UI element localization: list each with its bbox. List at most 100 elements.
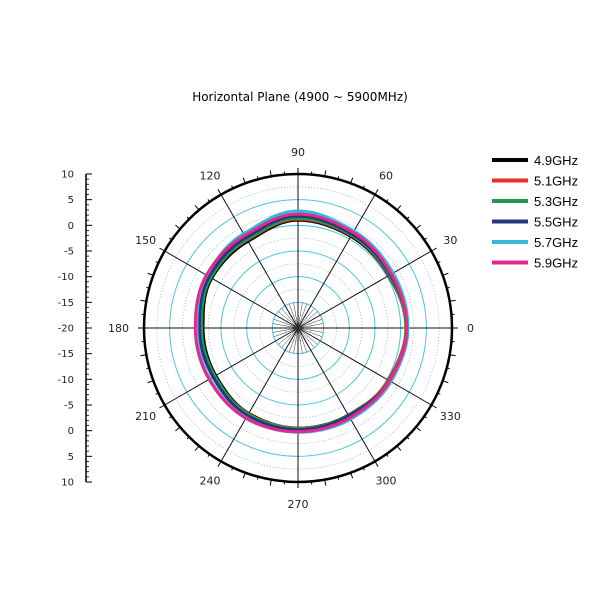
series-line-5.5GHz [197, 214, 409, 432]
outer-ring-tick [324, 170, 327, 177]
outer-ring-tick [146, 367, 150, 370]
outer-ring-tick [446, 286, 450, 289]
outer-ring-tick [362, 467, 365, 471]
radial-tick-label: -20 [58, 324, 74, 335]
grid-spoke-minor [297, 303, 308, 329]
grid-spoke-minor [297, 327, 323, 338]
outer-ring-tick [147, 272, 154, 276]
angular-axis: 0 30 60 90 120 150 180 210 240 270 300 330 [108, 146, 474, 511]
angle-label: 300 [376, 474, 397, 487]
radial-axis: 10 5 0 -5 -10 -15 -20 -15 -10 -5 0 5 10 [58, 170, 92, 489]
outer-ring-tick [217, 189, 222, 195]
outer-ring-tick [337, 176, 340, 180]
series-line-5.7GHz [195, 209, 410, 434]
outer-ring-tick [423, 415, 427, 419]
grid-spoke-minor [297, 323, 324, 329]
grid-spoke-minor [297, 311, 318, 329]
grid-spoke-minor [297, 302, 303, 329]
outer-ring-tick [423, 237, 427, 241]
outer-ring-tick [147, 380, 154, 384]
grid-spoke [297, 327, 432, 406]
outer-ring-tick [442, 380, 449, 384]
angle-label: 90 [291, 146, 305, 159]
legend: 4.9GHz 5.1GHz 5.3GHz 5.5GHz 5.7GHz 5.9GHz [492, 153, 578, 271]
outer-ring [138, 168, 458, 488]
outer-ring-tick [362, 185, 365, 189]
radial-tick-label: 5 [68, 452, 74, 463]
outer-ring-tick [140, 299, 147, 302]
grid-spoke [164, 250, 299, 329]
outer-ring-tick [396, 205, 402, 211]
outer-ring-tick [207, 199, 211, 203]
outer-ring-tick [146, 286, 150, 289]
radial-tick-label: -15 [58, 349, 74, 360]
outer-ring-tick [385, 453, 389, 457]
grid-spoke-minor [297, 308, 315, 329]
legend-label: 4.9GHz [534, 153, 578, 168]
outer-ring-tick [159, 247, 165, 252]
outer-ring-tick [449, 299, 456, 302]
angle-label: 0 [467, 322, 474, 335]
angle-label: 150 [135, 234, 156, 247]
outer-ring-tick [431, 404, 437, 409]
radial-tick-label: -10 [58, 272, 74, 283]
radial-tick-label: 0 [68, 426, 74, 437]
angle-label: 270 [288, 498, 309, 511]
outer-ring-tick [269, 479, 272, 486]
radial-tick-label: -5 [64, 401, 74, 412]
grid-spoke [220, 194, 299, 329]
outer-ring-tick [256, 176, 259, 180]
outer-ring-tick [442, 272, 449, 276]
outer-ring-tick [194, 205, 200, 211]
outer-ring-tick [374, 189, 379, 195]
outer-ring-tick [324, 479, 327, 486]
grid-spoke-minor [273, 327, 299, 338]
grid-spoke-minor [288, 327, 299, 353]
outer-ring-tick [406, 436, 410, 440]
grid-spoke [297, 327, 376, 462]
series-line-5.9GHz [193, 212, 409, 434]
outer-ring-tick [242, 177, 246, 184]
outer-ring-tick [217, 461, 222, 467]
legend-label: 5.7GHz [534, 235, 578, 250]
grid-spoke-minor [273, 318, 299, 329]
angle-label: 30 [443, 234, 457, 247]
outer-ring-tick [350, 177, 354, 184]
outer-ring-tick [437, 261, 441, 264]
grid-spoke-minor [293, 327, 299, 354]
chart-title: Horizontal Plane (4900 ~ 5900MHz) [192, 90, 408, 104]
angle-label: 210 [135, 410, 156, 423]
grid-spoke [297, 250, 432, 329]
grid-spoke [164, 327, 299, 406]
grid-spoke-minor [281, 308, 299, 329]
radial-tick-label: -10 [58, 375, 74, 386]
radial-tick-label: -5 [64, 247, 74, 258]
legend-label: 5.3GHz [534, 194, 578, 209]
outer-ring-tick [207, 453, 211, 457]
angle-label: 60 [379, 170, 393, 183]
grid-spoke-minor [272, 323, 299, 329]
grid-spoke-minor [278, 311, 299, 329]
outer-ring-tick [175, 224, 181, 230]
outer-ring-tick [396, 445, 402, 451]
grid-spoke-minor [272, 327, 299, 333]
outer-ring-tick [159, 404, 165, 409]
radial-tick-label: 10 [61, 478, 74, 489]
legend-label: 5.5GHz [534, 215, 578, 230]
radial-tick-label: 10 [61, 170, 74, 181]
outer-ring-tick [155, 261, 159, 264]
outer-ring-tick [437, 392, 441, 395]
outer-ring-tick [415, 426, 421, 432]
outer-ring-tick [446, 367, 450, 370]
outer-ring-tick [186, 216, 190, 220]
legend-label: 5.1GHz [534, 174, 578, 189]
outer-ring-tick [242, 472, 246, 479]
outer-ring-tick [186, 436, 190, 440]
outer-ring-tick [431, 247, 437, 252]
outer-ring-tick [337, 476, 340, 480]
grid-spoke-minor [293, 302, 299, 329]
grid-spoke-minor [297, 327, 324, 333]
outer-ring-tick [256, 476, 259, 480]
polar-grid [144, 174, 452, 482]
